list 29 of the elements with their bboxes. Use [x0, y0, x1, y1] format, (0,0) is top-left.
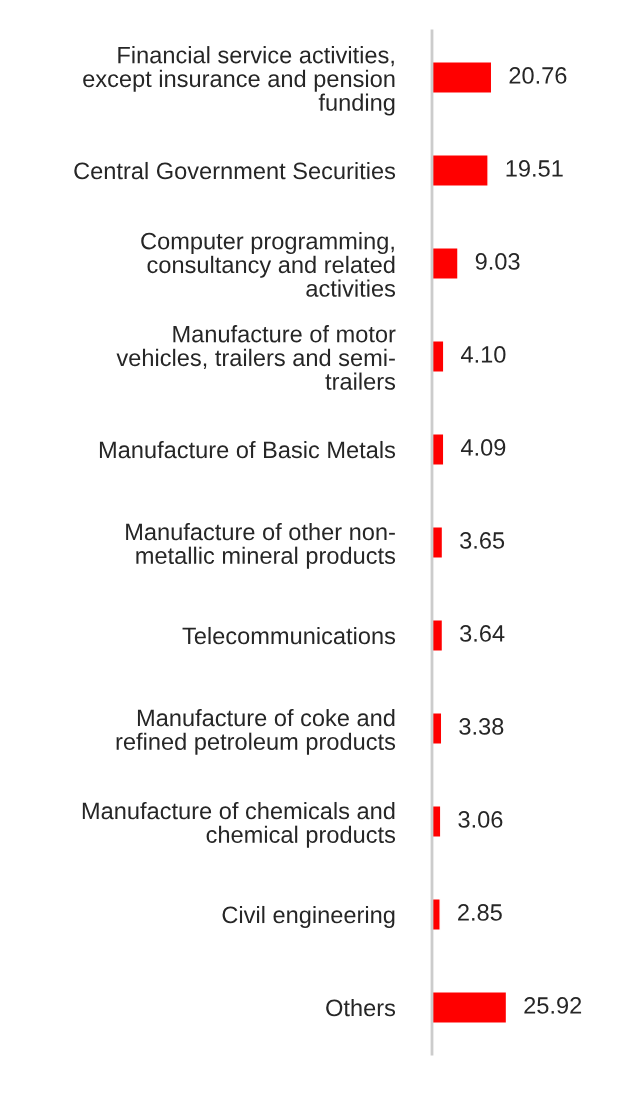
y-tick-label: Manufacture of coke and refined petroleum products — [116, 708, 396, 755]
data-label: 2.85 — [458, 904, 502, 921]
data-label: 9.03 — [475, 253, 520, 270]
data-label: 25.92 — [524, 997, 582, 1014]
y-tick-label: Civil engineering — [222, 905, 395, 928]
y-tick-label: Manufacture of motor vehicles, trailers and semi- trailers — [116, 325, 396, 390]
y-tick-label: Telecommunications — [182, 626, 396, 645]
y-tick-label: Manufacture of other non- metallic mineral products — [126, 522, 396, 569]
y-tick-label: Computer programming, consultancy and related activities — [141, 232, 396, 297]
bar — [432, 525, 444, 560]
data-label: 3.38 — [459, 718, 504, 735]
y-tick-label: Financial service activities, except insurance and pension funding — [83, 46, 395, 116]
y-tick-label: Central Government Securities — [74, 161, 396, 180]
y-tick-label: Others — [326, 998, 396, 1017]
bar — [432, 153, 489, 188]
bar — [432, 618, 444, 653]
data-label: 4.10 — [460, 346, 506, 363]
bar — [432, 60, 493, 95]
bar — [432, 246, 459, 281]
data-label: 20.76 — [509, 67, 567, 84]
y-tick-label: Manufacture of Basic Metals — [99, 440, 396, 459]
data-label: 3.65 — [460, 532, 505, 549]
y-tick-label: Manufacture of chemicals and chemical products — [82, 801, 396, 848]
data-label: 4.09 — [460, 439, 506, 456]
data-label: 3.64 — [460, 625, 505, 642]
bar — [432, 897, 441, 932]
bar — [432, 990, 508, 1025]
data-label: 3.06 — [458, 811, 503, 828]
data-label: 19.51 — [506, 160, 563, 177]
